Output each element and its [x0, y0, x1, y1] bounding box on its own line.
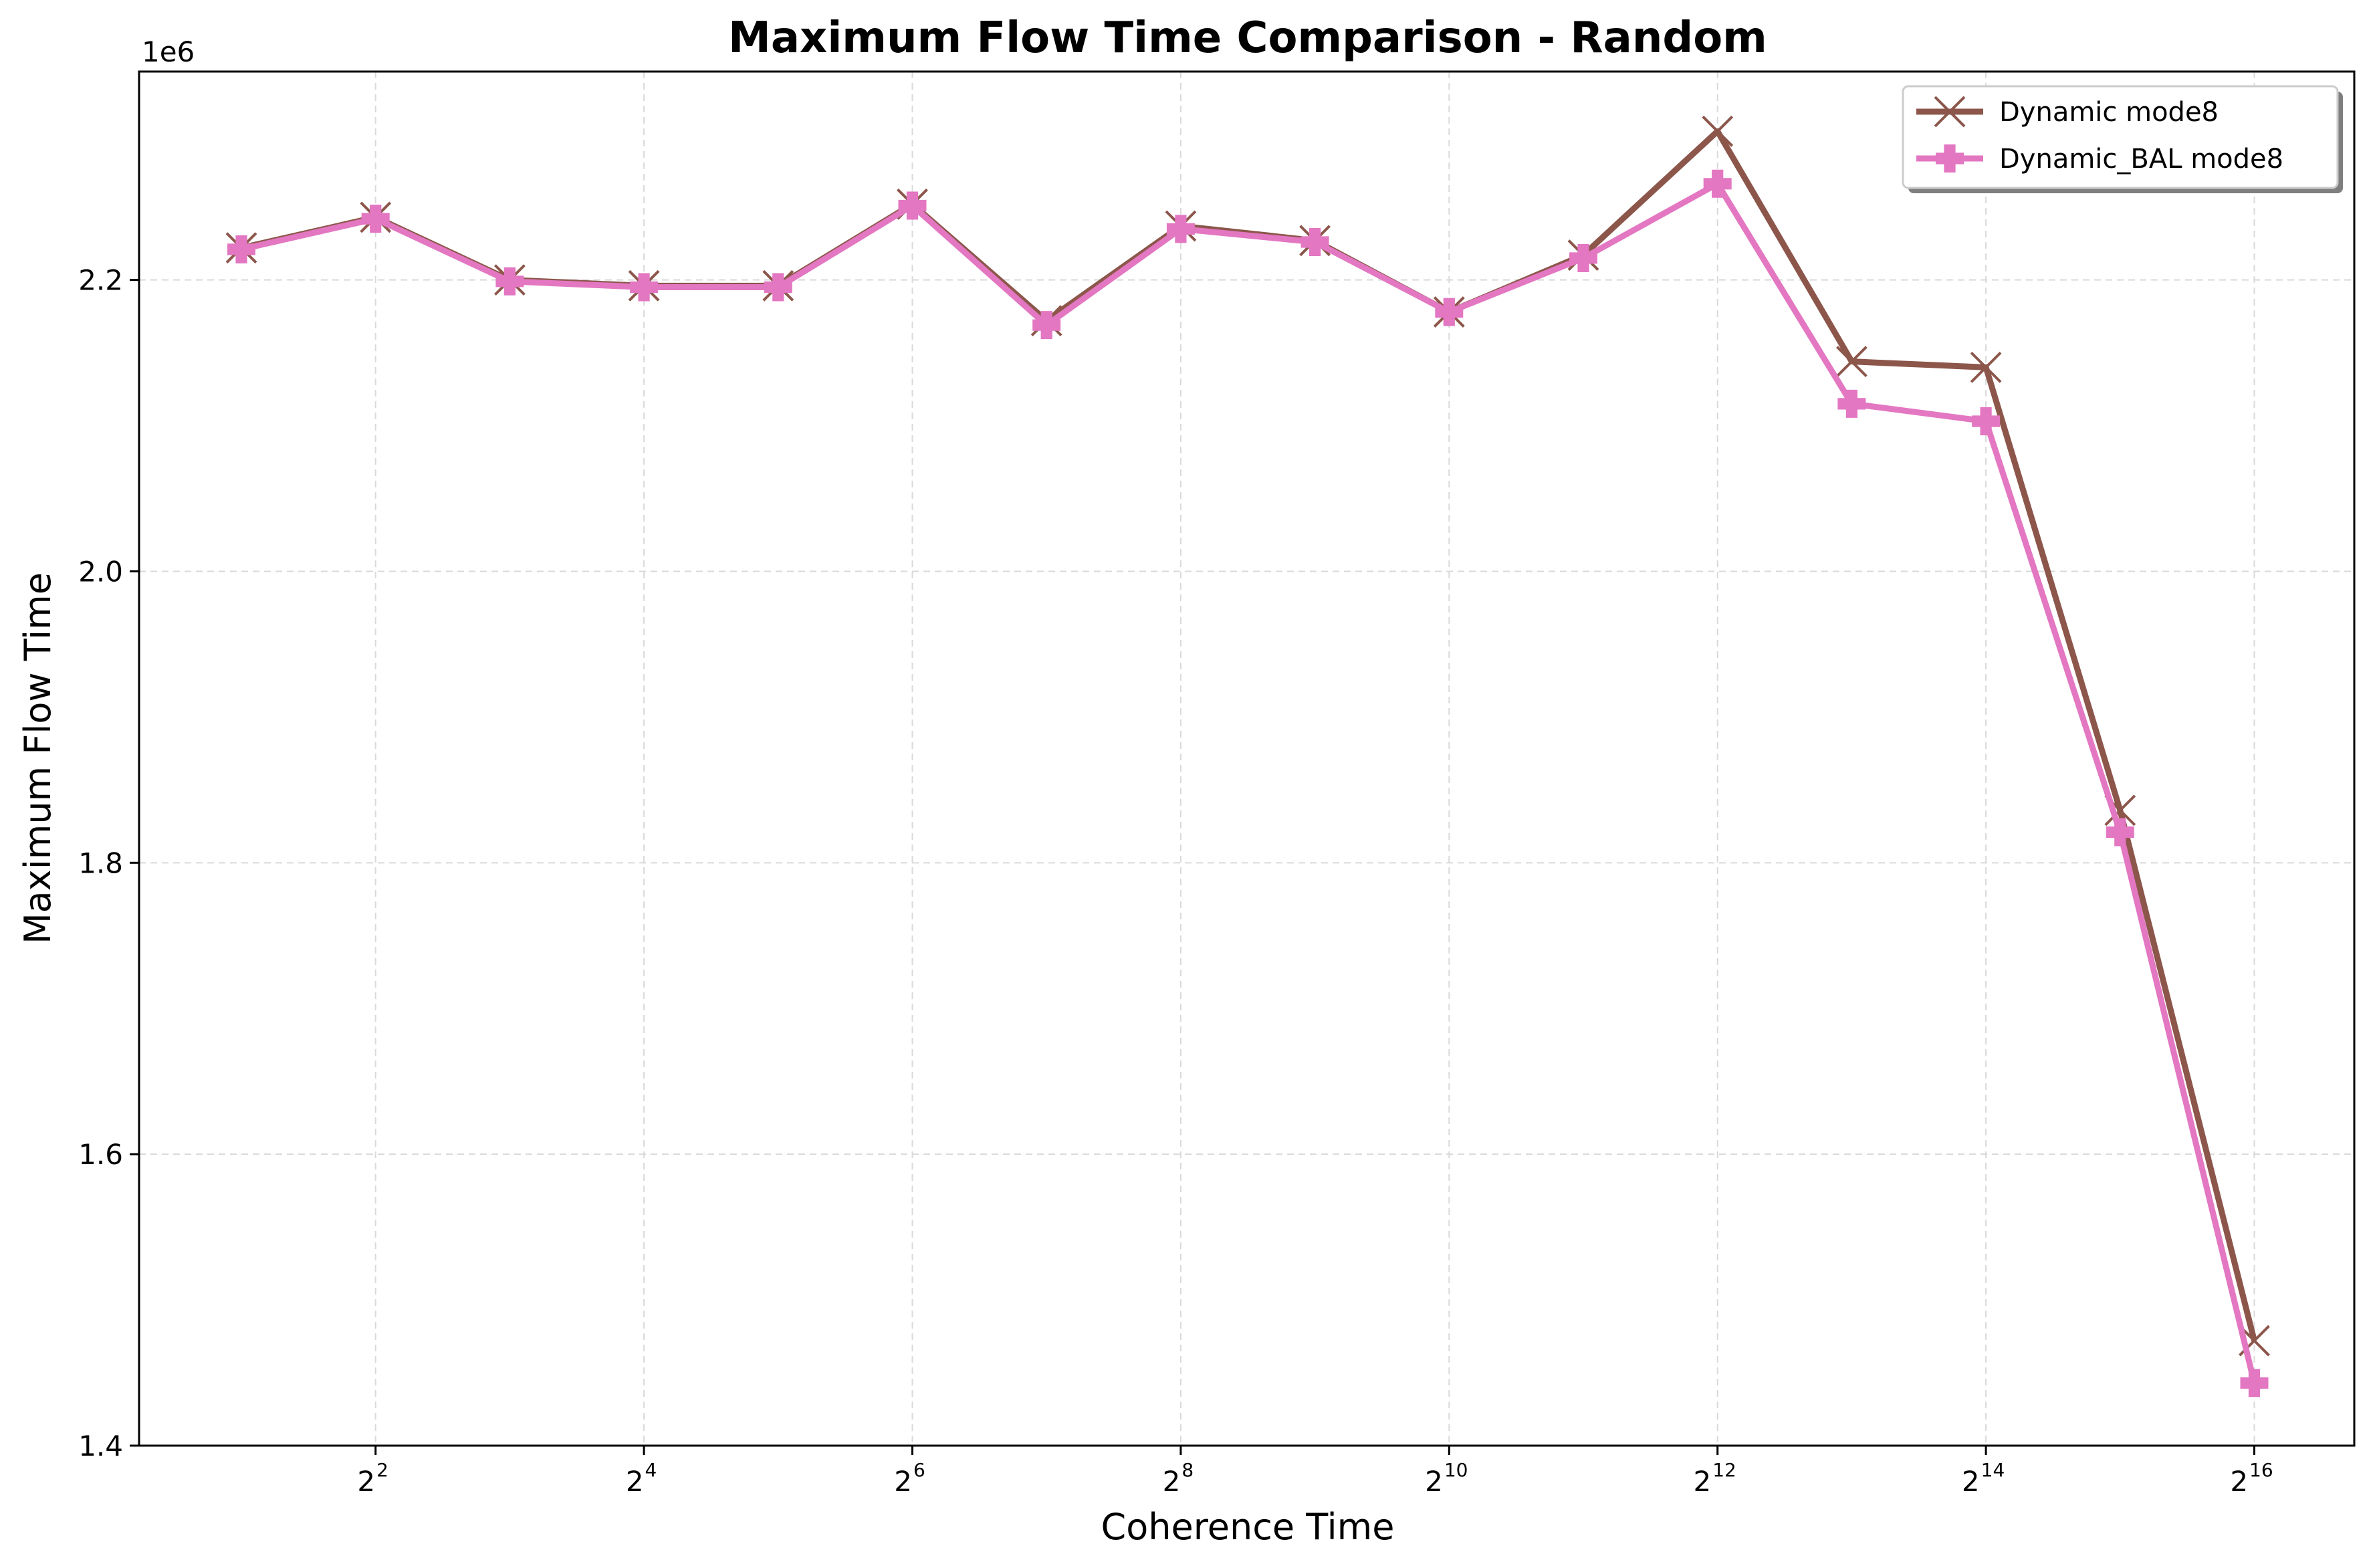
point-marker-x [1702, 115, 1734, 147]
point-marker-plus [1435, 298, 1464, 326]
grid-lines [139, 72, 2354, 1446]
point-marker-plus [1972, 407, 2001, 436]
legend-label: Dynamic_BAL mode8 [1999, 144, 2283, 175]
plot-frame [138, 70, 2356, 1447]
point-marker-plus [495, 267, 524, 296]
chart-title: Maximum Flow Time Comparison - Random [728, 13, 1767, 63]
series-2 [227, 169, 2269, 1397]
point-marker-plus [1166, 215, 1195, 243]
series-line [240, 181, 2257, 1384]
x-tick-label: 26 [894, 1459, 925, 1498]
legend-item-1: Dynamic mode8 [1916, 96, 2219, 128]
y-tick-label: 1.8 [78, 847, 123, 879]
x-tick-label: 214 [1962, 1459, 2005, 1498]
series-layer [225, 115, 2270, 1397]
legend-label: Dynamic mode8 [1999, 97, 2219, 128]
x-tick-label: 28 [1163, 1459, 1194, 1498]
y-tick-label: 2.0 [78, 555, 123, 588]
x-axis-label: Coherence Time [1101, 1506, 1395, 1548]
point-marker-plus [898, 191, 927, 220]
point-marker-plus [1300, 227, 1329, 256]
point-marker-plus [764, 273, 792, 302]
x-tick-label: 24 [626, 1459, 657, 1498]
x-axis: 22 24 26 28 210 212 214 216 [357, 1446, 2273, 1498]
point-marker-plus [1936, 144, 1964, 173]
point-marker-plus [630, 273, 659, 302]
point-marker-x [1970, 351, 2002, 383]
series-1 [225, 115, 2270, 1357]
y-axis: 1.4 1.6 1.8 2.0 2.2 [78, 264, 139, 1462]
legend-box [1902, 85, 2339, 189]
point-marker-x [1835, 346, 1868, 378]
y-tick-label: 1.6 [78, 1138, 123, 1171]
point-marker-plus [1569, 243, 1597, 272]
x-tick-label: 22 [357, 1459, 388, 1498]
y-axis-label: Maximum Flow Time [17, 572, 59, 944]
point-marker-plus [361, 205, 390, 233]
legend-item-2: Dynamic_BAL mode8 [1916, 144, 2283, 175]
point-marker-plus [2240, 1369, 2269, 1397]
y-tick-label: 2.2 [78, 264, 123, 297]
legend: Dynamic mode8 Dynamic_BAL mode8 [1902, 85, 2343, 193]
point-marker-plus [2106, 818, 2134, 847]
x-tick-label: 212 [1694, 1459, 1736, 1498]
point-marker-x [1934, 96, 1966, 128]
series-line [240, 128, 2257, 1342]
point-marker-plus [227, 235, 255, 263]
y-offset-label: 1e6 [142, 35, 195, 68]
point-marker-plus [1032, 311, 1061, 340]
x-tick-label: 210 [1425, 1459, 1468, 1498]
point-marker-plus [1837, 389, 1866, 418]
y-tick-label: 1.4 [78, 1430, 123, 1462]
point-marker-plus [1703, 169, 1732, 198]
x-tick-label: 216 [2230, 1459, 2273, 1498]
